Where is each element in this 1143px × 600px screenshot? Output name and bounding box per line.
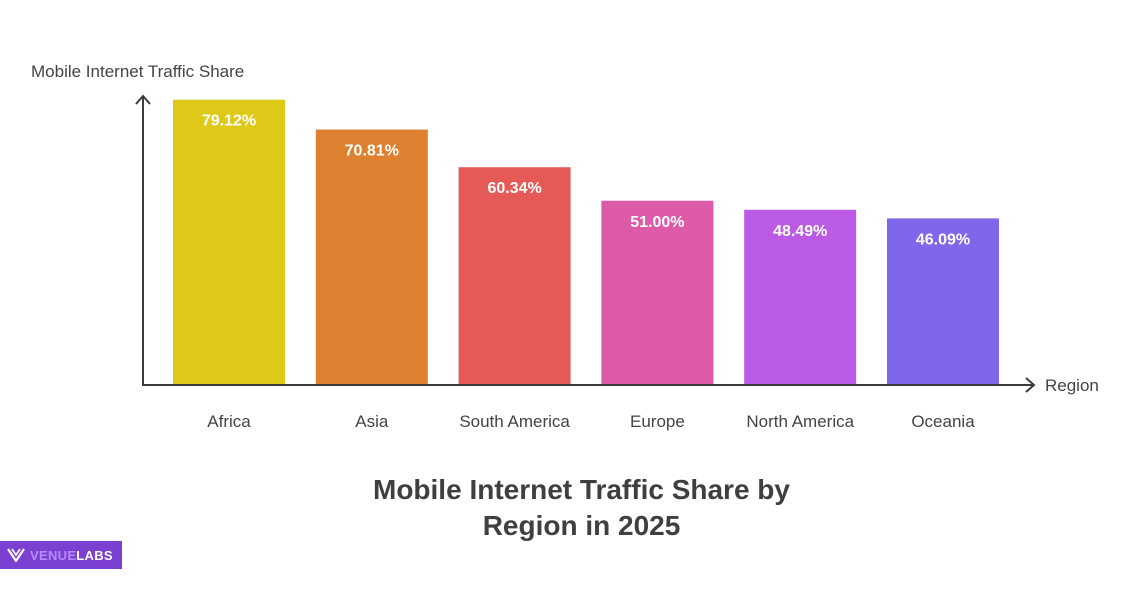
- x-tick-label: Asia: [355, 412, 389, 431]
- bar-value-label: 51.00%: [630, 214, 684, 231]
- x-axis-label: Region: [1045, 376, 1099, 395]
- x-tick-label: Oceania: [911, 412, 975, 431]
- chart-title-line-1: Mobile Internet Traffic Share by: [373, 474, 790, 505]
- bar-value-label: 48.49%: [773, 223, 827, 240]
- x-axis: [142, 377, 1036, 393]
- venuelabs-v-icon: [7, 548, 25, 562]
- bar-africa: [173, 99, 285, 385]
- bars-group: 79.12% Africa 70.81% Asia 60.34% South Americ…: [173, 99, 999, 431]
- bar-europe: [601, 200, 714, 384]
- y-axis: [135, 94, 151, 385]
- bar-value-label: 46.09%: [916, 231, 970, 248]
- chart-title: Mobile Internet Traffic Share by Region …: [300, 472, 863, 544]
- x-tick-label: Africa: [207, 412, 251, 431]
- bar-value-label: 70.81%: [345, 143, 399, 160]
- brand-text-labs: LABS: [76, 547, 113, 563]
- x-tick-label: Europe: [630, 412, 685, 431]
- chart-title-line-2: Region in 2025: [482, 510, 681, 541]
- bar-value-label: 60.34%: [487, 180, 541, 197]
- bar-south-america: [458, 167, 571, 384]
- x-tick-label: North America: [746, 412, 854, 431]
- brand-text-venue: VENUE: [30, 547, 77, 563]
- bar-value-label: 79.12%: [202, 113, 256, 130]
- bar-north-america: [744, 209, 857, 384]
- x-tick-label: South America: [459, 412, 570, 431]
- bar-asia: [315, 129, 428, 384]
- bar-oceania: [887, 218, 999, 384]
- y-axis-label: Mobile Internet Traffic Share: [31, 62, 244, 81]
- venuelabs-logo: VENUE LABS: [0, 541, 122, 569]
